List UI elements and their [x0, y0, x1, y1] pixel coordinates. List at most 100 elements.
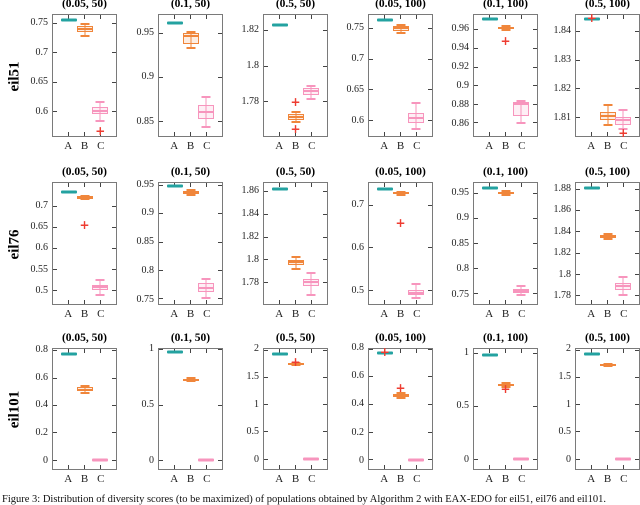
y-tick-label: 0 — [566, 454, 571, 466]
y-tick-label: 0.5 — [456, 400, 470, 412]
y-tick-mark-left — [264, 101, 268, 102]
y-tick-labels: 1.78 1.8 1.82 1.84 1.86 — [221, 182, 260, 305]
y-tick-mark-left — [264, 376, 268, 378]
y-tick-mark-right — [323, 458, 327, 460]
y-tick-mark-right — [112, 268, 116, 270]
y-tick-label: 0.8 — [141, 265, 155, 276]
x-tick-mark-top — [295, 183, 296, 187]
y-tick-labels: 0.5 0.6 0.7 — [326, 182, 365, 305]
y-tick-label: 0.6 — [35, 106, 49, 118]
y-tick-label: 1.5 — [246, 370, 260, 382]
y-tick-mark-left — [369, 247, 373, 249]
x-tick-mark-bottom — [174, 300, 176, 304]
whisker-cap — [291, 255, 300, 258]
y-tick-label: 0.95 — [136, 178, 155, 190]
flat-box-a — [481, 186, 498, 190]
y-tick-mark-left — [474, 293, 478, 295]
y-tick-label: 0 — [43, 454, 48, 466]
y-tick-mark-left — [264, 259, 268, 261]
x-tick-mark-bottom — [68, 465, 70, 469]
outlier-marker: + — [500, 34, 511, 49]
y-tick-label: 0.9 — [141, 207, 155, 219]
y-tick-mark-right — [323, 431, 327, 433]
x-tick-mark-bottom — [174, 465, 176, 469]
y-tick-mark-left — [474, 405, 478, 407]
y-tick-mark-right — [635, 252, 639, 254]
axes-box: + — [52, 14, 117, 137]
whisker-cap — [306, 294, 316, 297]
x-tick-mark-bottom — [607, 465, 608, 469]
y-tick-label: 0.8 — [456, 263, 470, 275]
whisker-cap — [186, 193, 195, 196]
whisker-cap — [516, 285, 526, 288]
y-tick-label: 0 — [464, 453, 469, 465]
y-tick-mark-right — [428, 89, 432, 91]
x-category-label: C — [203, 140, 211, 152]
y-tick-mark-left — [159, 349, 163, 351]
x-category-label: A — [170, 473, 179, 485]
x-category-label: B — [186, 140, 195, 152]
median-line — [287, 363, 304, 365]
y-tick-mark-right — [635, 294, 639, 296]
y-tick-mark-right — [533, 29, 537, 31]
whisker-cap — [80, 391, 89, 394]
x-tick-mark-top — [607, 15, 608, 19]
flat-box-a — [166, 21, 183, 25]
y-tick-label: 0.2 — [35, 427, 49, 439]
flat-box-c — [615, 457, 632, 461]
y-tick-mark-right — [218, 298, 222, 300]
subplot-title: (0.1, 50) — [170, 0, 211, 10]
y-tick-mark-left — [53, 377, 57, 379]
y-tick-label: 1 — [149, 343, 154, 355]
y-tick-label: 0.6 — [35, 242, 49, 254]
whisker-cap — [501, 381, 510, 384]
x-tick-mark-bottom — [384, 132, 386, 136]
y-tick-mark-left — [53, 52, 57, 54]
y-tick-mark-left — [369, 205, 373, 207]
x-tick-mark-bottom — [279, 132, 281, 136]
flat-box-c — [92, 458, 109, 462]
median-line — [287, 116, 304, 119]
whisker-cap — [186, 380, 195, 383]
x-tick-mark-top — [400, 183, 401, 187]
x-category-label: A — [170, 308, 179, 320]
x-tick-mark-top — [520, 183, 522, 187]
y-tick-mark-left — [53, 459, 57, 461]
whisker-cap — [501, 190, 510, 193]
x-tick-mark-bottom — [505, 300, 506, 304]
x-tick-mark-top — [84, 349, 85, 353]
x-category-label: A — [587, 308, 596, 320]
median-line — [76, 28, 93, 31]
x-category-label: B — [501, 308, 510, 320]
y-tick-mark-right — [218, 404, 222, 406]
y-tick-mark-right — [428, 289, 432, 291]
x-tick-mark-bottom — [622, 465, 624, 469]
y-tick-mark-left — [474, 268, 478, 270]
y-tick-mark-left — [53, 226, 57, 228]
x-tick-mark-top — [520, 15, 522, 19]
whisker-cap — [396, 391, 405, 394]
y-tick-mark-right — [218, 459, 222, 461]
y-tick-mark-right — [218, 32, 222, 34]
y-tick-label: 1.86 — [241, 184, 260, 196]
y-tick-mark-right — [533, 122, 537, 124]
whisker-b — [84, 24, 85, 37]
x-tick-mark-bottom — [607, 132, 608, 136]
axes-box: + — [52, 182, 117, 305]
whisker-cap — [396, 193, 405, 196]
whisker-cap — [501, 386, 510, 389]
axes-box — [368, 14, 433, 137]
median-line — [599, 235, 616, 238]
whisker-cap — [291, 111, 300, 114]
outlier-marker: + — [586, 11, 597, 26]
flat-box-c — [513, 457, 530, 461]
x-tick-mark-top — [384, 15, 386, 19]
y-tick-mark-right — [635, 116, 639, 118]
axes-box — [158, 182, 223, 305]
x-tick-mark-top — [591, 15, 593, 19]
x-tick-mark-bottom — [591, 132, 593, 136]
